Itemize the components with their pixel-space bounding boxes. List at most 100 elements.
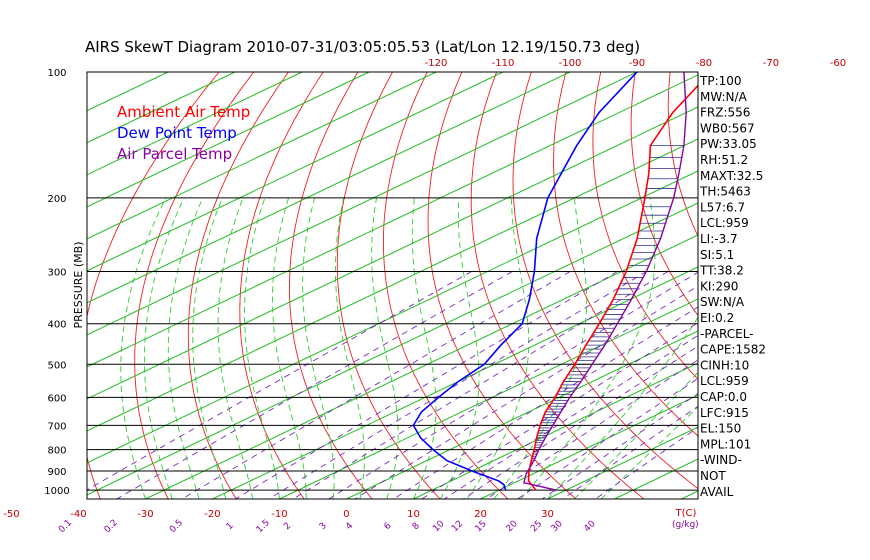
index-entry: -PARCEL- (700, 327, 754, 341)
index-entry: EI:0.2 (700, 311, 734, 325)
pressure-tick-label: 700 (47, 421, 66, 432)
pressure-tick-label: 800 (47, 446, 66, 457)
dry-adiabat (427, 72, 577, 499)
mixing-ratio-line (421, 322, 698, 499)
legend: Ambient Air Temp Dew Point Temp Air Parcel… (117, 103, 250, 163)
index-entry: MW:N/A (700, 90, 748, 104)
mixing-ratio-tick-label: 4 (344, 521, 355, 532)
mixing-ratio-tick-label: 30 (550, 519, 565, 534)
background-lines (87, 72, 870, 499)
top-temp-tick-label: -100 (559, 58, 582, 69)
mixing-ratio-tick-label: 25 (529, 519, 544, 534)
index-entry: SI:5.1 (700, 248, 734, 262)
dry-adiabat (382, 72, 509, 499)
isotherm (87, 72, 504, 272)
mixing-ratio-line (354, 285, 698, 499)
isotherm (87, 74, 698, 368)
pressure-tick-label: 1000 (44, 486, 69, 497)
mixing-ratio-line (268, 271, 647, 499)
index-entry: NOT (700, 469, 726, 483)
mixing-ratio-tick-label: 8 (411, 521, 422, 532)
dry-adiabat (809, 72, 870, 499)
isotherm (279, 298, 698, 499)
pressure-tick-label: 100 (47, 68, 66, 79)
top-temp-tick-label: -60 (830, 58, 846, 69)
mixing-ratio-line (486, 359, 698, 499)
index-entry: RH:51.2 (700, 153, 748, 167)
index-entry: EL:150 (700, 422, 741, 436)
index-entry: TH:5463 (699, 185, 751, 199)
mixing-ratio-line (517, 377, 698, 499)
isotherm (346, 330, 698, 499)
mixing-ratio-line (462, 345, 698, 499)
bottom-temp-unit: T(C) (675, 508, 697, 519)
bottom-temp-tick-label: -50 (3, 509, 19, 520)
index-entry: MPL:101 (700, 437, 751, 451)
mixing-ratio-line (595, 426, 698, 499)
bottom-temp-tick-label: 10 (407, 509, 420, 520)
bottom-temp-tick-label: 20 (474, 509, 487, 520)
isotherm (87, 72, 437, 240)
moist-adiabat (335, 197, 365, 499)
mixing-ratio-tick-label: 12 (450, 519, 465, 534)
index-entry: SW:N/A (700, 295, 745, 309)
index-entry: CAPE:1582 (700, 343, 766, 357)
bottom-temp-tick-label: 30 (541, 509, 554, 520)
isobars (87, 71, 698, 491)
mixing-ratio-line (393, 306, 698, 499)
profiles (412, 72, 698, 491)
legend-entry: Dew Point Temp (117, 124, 237, 142)
index-entry: MAXT:32.5 (700, 169, 763, 183)
dry-adiabat (512, 72, 698, 490)
index-entry: LCL:959 (700, 216, 749, 230)
pressure-tick-label: 500 (47, 360, 66, 371)
mixing-ratio-tick-label: 0.2 (103, 518, 120, 535)
legend-entry: Air Parcel Temp (117, 145, 232, 163)
bottom-temp-tick-label: -30 (137, 509, 153, 520)
y-axis-label: PRESSURE (MB) (72, 242, 85, 329)
moist-adiabat (302, 197, 335, 499)
isotherm (749, 72, 870, 499)
mixing-ratio-tick-label: 10 (431, 519, 446, 534)
dry-adiabat (740, 72, 870, 499)
mixing-ratio-tick-label: 15 (474, 519, 489, 534)
pressure-ticks: 100 200 300 400 500 600 700 800 900 1000 (44, 68, 69, 497)
dry-adiabat (553, 72, 698, 437)
isotherm (480, 394, 698, 499)
pressure-tick-label: 400 (47, 320, 66, 331)
mixing-ratio-line (444, 334, 698, 499)
bottom-temperature-ticks: -50 -40 -30 -20 -10 0 10 20 30 T(C) (3, 508, 696, 520)
plot-area (87, 72, 698, 499)
top-temp-tick-label: -70 (763, 58, 779, 69)
mixing-ratio-tick-label: 3 (318, 521, 329, 532)
dry-adiabat (844, 72, 870, 499)
mixing-ratio-line (87, 271, 472, 491)
bottom-temp-tick-label: -10 (271, 509, 287, 520)
mixing-ratio-tick-label: 0.5 (168, 518, 185, 535)
isotherm (413, 362, 698, 499)
mixing-ratio-tick-label: 6 (383, 521, 394, 532)
pressure-tick-label: 600 (47, 393, 66, 404)
bottom-temp-tick-label: -20 (204, 509, 220, 520)
isotherm (87, 170, 698, 464)
mixing-ratio-line (562, 405, 698, 499)
isotherm (212, 266, 698, 499)
mixing-ratio-line (181, 271, 571, 499)
dry-adiabat (87, 72, 220, 499)
index-entry: LFC:915 (700, 406, 749, 420)
dry-adiabat (774, 72, 870, 499)
dry-adiabat (187, 72, 289, 499)
series-line-dew-point-temp (412, 72, 638, 491)
moist-adiabat (573, 371, 698, 499)
mixing-ratio-line (116, 271, 513, 499)
pressure-tick-label: 900 (47, 467, 66, 478)
isotherm (547, 426, 698, 499)
moist-adiabat (371, 197, 399, 499)
top-temp-tick-label: -80 (696, 58, 712, 69)
moist-adiabat (547, 316, 698, 499)
moist-adiabat (493, 197, 588, 499)
mixing-ratio-tick-label: 0.1 (57, 518, 74, 535)
pressure-tick-label: 300 (47, 268, 66, 279)
